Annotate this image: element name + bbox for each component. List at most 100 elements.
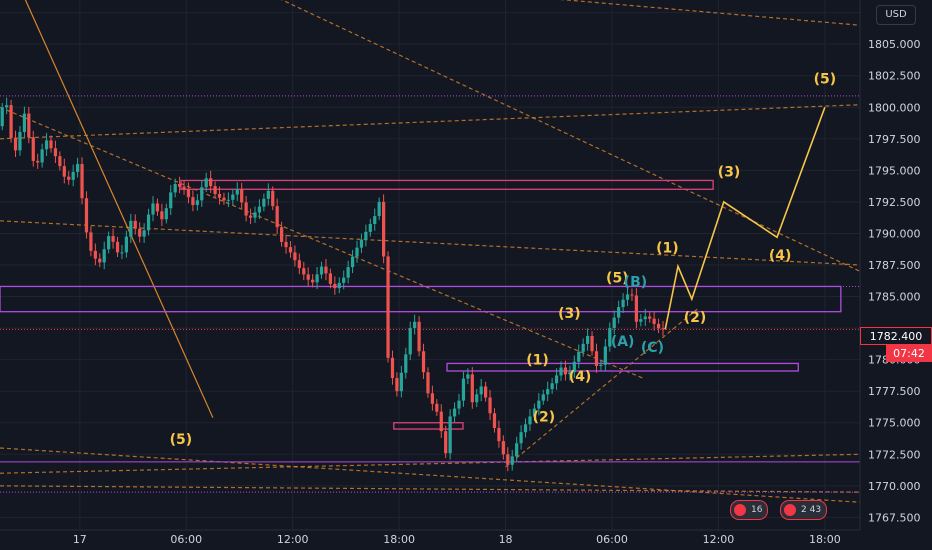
trend-line[interactable] [505, 308, 698, 468]
trend-line[interactable] [420, 0, 861, 26]
candle-body [311, 279, 315, 283]
time-scale-background [0, 530, 860, 550]
wave-label-impulse[interactable]: (5) [814, 71, 837, 87]
candle-body [142, 230, 146, 237]
candle-body [457, 400, 461, 409]
wave-label-impulse[interactable]: (4) [769, 248, 792, 264]
candle-body [5, 105, 9, 108]
trend-line[interactable] [0, 453, 861, 474]
trend-line[interactable] [0, 447, 861, 503]
candle-body [395, 378, 399, 392]
price-tick-label: 1805.000 [868, 38, 921, 51]
candle-body [590, 335, 594, 352]
candle-body [373, 216, 377, 224]
wave-label-impulse[interactable]: (1) [656, 240, 679, 256]
candle-body [288, 247, 293, 253]
candle-body [497, 427, 501, 442]
trend-line[interactable] [0, 0, 861, 272]
candle-body [554, 375, 559, 384]
candle-body [120, 252, 124, 254]
candle-body [594, 351, 599, 366]
candle-body [155, 203, 160, 212]
trend-line[interactable] [0, 485, 861, 493]
candle-body [377, 201, 381, 217]
candle-body [248, 215, 253, 218]
price-tick-label: 1800.000 [868, 101, 921, 114]
candle-body [368, 223, 372, 232]
wave-label-impulse[interactable]: (4) [569, 369, 592, 385]
wave-label-impulse[interactable]: (5) [606, 271, 629, 287]
projection-path[interactable] [664, 106, 826, 330]
candle-body [515, 443, 519, 457]
wave-label-impulse[interactable]: (3) [558, 306, 581, 322]
time-tick-label: 18:00 [383, 533, 415, 546]
candle-body [98, 258, 102, 263]
candle-body [630, 294, 634, 296]
trend-line[interactable] [0, 0, 214, 418]
candle-body [186, 189, 191, 198]
economic-event-pill[interactable]: 2 43 [780, 500, 828, 520]
candle-body [80, 164, 84, 199]
candle-body [559, 367, 563, 376]
candle-body [275, 206, 279, 228]
trend-lines[interactable] [0, 0, 861, 503]
elliott-projection[interactable] [664, 106, 826, 330]
candle-body [621, 299, 625, 308]
candle-body [31, 137, 35, 161]
time-tick-label: 12:00 [703, 533, 735, 546]
candle-body [519, 432, 523, 444]
candle-body [164, 208, 168, 220]
candle-body [182, 186, 186, 190]
currency-badge[interactable]: USD [876, 5, 916, 25]
price-tick-label: 1787.500 [868, 259, 921, 272]
candle-body [501, 441, 505, 455]
wave-label-impulse[interactable]: (2) [684, 310, 707, 326]
candle-body [257, 206, 262, 213]
trend-line[interactable] [0, 106, 645, 380]
candle-body [439, 411, 443, 432]
wave-label-corrective[interactable]: (C) [641, 340, 664, 356]
candle-body [572, 361, 576, 373]
candle-body [107, 236, 111, 250]
wave-label-impulse[interactable]: (2) [533, 409, 556, 425]
price-zone[interactable] [393, 422, 464, 430]
candle-body [546, 389, 550, 395]
economic-event-pill[interactable]: 16 [730, 500, 769, 520]
candle-body [350, 256, 355, 268]
candle-body [568, 372, 572, 375]
candle-body [266, 190, 270, 199]
candle-body [209, 178, 213, 187]
candle-body [71, 171, 75, 180]
candle-body [75, 164, 80, 172]
candle-body [510, 456, 514, 465]
candle-body [337, 282, 341, 289]
wave-label-corrective[interactable]: (A) [611, 334, 635, 350]
candle-body [612, 317, 616, 329]
wave-label-impulse[interactable]: (3) [718, 165, 741, 181]
wave-label-impulse[interactable]: (1) [526, 353, 549, 369]
wave-label-impulse[interactable]: (5) [170, 432, 193, 448]
candle-body [306, 274, 310, 280]
candle-body [563, 367, 568, 375]
current-price-badge: 1782.400 [860, 327, 932, 345]
price-tick-label: 1770.000 [868, 480, 921, 493]
candle-body [617, 307, 621, 318]
candle-body [111, 236, 115, 242]
time-tick-label: 17 [73, 533, 87, 546]
price-zone[interactable] [0, 285, 842, 313]
candles [0, 97, 665, 472]
candle-body [656, 323, 661, 329]
wave-labels[interactable]: (5) (1) (2) (3) (4) (5) (1) (2) (3) (4) (5) (A) (B) (… [170, 71, 836, 448]
price-zone[interactable] [446, 362, 799, 372]
price-tick-label: 1775.000 [868, 417, 921, 430]
candle-body [240, 189, 244, 203]
trend-line[interactable] [0, 220, 861, 266]
trend-line[interactable] [0, 104, 861, 140]
candle-body [324, 266, 328, 274]
wave-label-corrective[interactable]: (B) [624, 274, 647, 290]
candle-body [475, 394, 479, 403]
candle-body [129, 220, 133, 237]
